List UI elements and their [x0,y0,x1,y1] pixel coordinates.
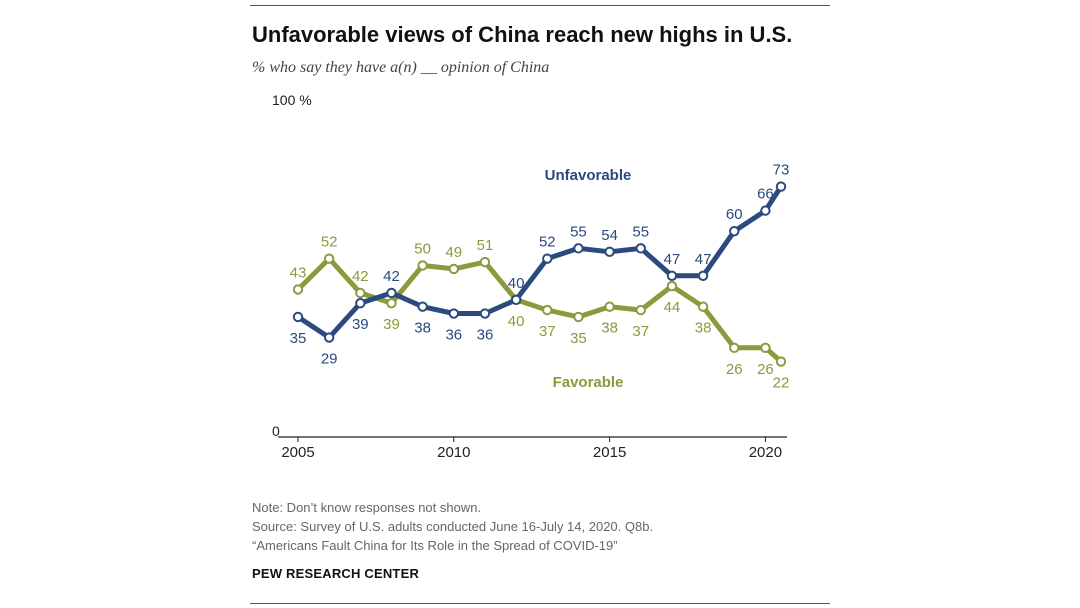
data-label-favorable: 40 [508,313,525,330]
data-point-favorable [448,263,460,275]
data-point-unfavorable [386,287,397,299]
data-label-unfavorable: 36 [445,327,462,344]
x-tick-label: 2010 [437,444,470,461]
data-point-unfavorable [729,226,740,237]
bottom-rule [250,603,830,604]
data-label-favorable: 51 [477,237,494,254]
data-label-unfavorable: 73 [773,162,790,179]
chart-title: Unfavorable views of China reach new hig… [252,22,793,47]
chart-subtitle: % who say they have a(n) __ opinion of C… [252,59,550,76]
data-point-favorable [729,342,740,354]
data-point-favorable [323,253,335,264]
data-label-favorable: 38 [601,320,618,337]
source-text: Source: Survey of U.S. adults conducted … [252,519,654,534]
data-label-unfavorable: 55 [632,223,649,240]
data-point-unfavorable [479,308,491,319]
top-rule [250,5,830,6]
data-label-unfavorable: 35 [290,330,307,347]
data-point-unfavorable [635,243,646,254]
data-label-favorable: 42 [352,268,369,285]
legend-label-favorable: Favorable [553,374,624,391]
data-point-favorable [417,260,428,271]
x-tick-label: 2020 [749,444,782,461]
data-label-unfavorable: 52 [539,234,556,251]
data-label-unfavorable: 36 [477,327,494,344]
report-title: “Americans Fault China for Its Role in t… [252,538,618,553]
x-tick-label: 2015 [593,444,626,461]
data-point-favorable [635,304,646,316]
data-point-favorable [386,298,397,309]
data-point-unfavorable [542,253,553,264]
data-label-unfavorable: 54 [601,227,618,244]
data-point-unfavorable [355,298,366,309]
data-label-favorable: 50 [414,241,431,258]
data-label-favorable: 44 [664,299,681,316]
data-point-unfavorable [573,243,584,254]
series-line-favorable [295,256,784,364]
data-label-favorable: 22 [773,375,790,392]
note-text: Note: Don’t know responses not shown. [252,500,482,515]
data-label-unfavorable: 60 [726,206,743,223]
data-point-unfavorable [448,308,460,319]
data-label-unfavorable: 55 [570,223,587,240]
data-label-favorable: 38 [695,320,712,337]
data-label-unfavorable: 38 [414,320,431,337]
data-label-favorable: 49 [445,244,462,261]
data-label-unfavorable: 66 [757,186,774,203]
data-point-favorable [479,256,491,268]
data-point-unfavorable [604,246,615,257]
data-label-favorable: 52 [321,234,338,251]
data-label-favorable: 26 [757,361,774,378]
data-label-favorable: 37 [539,323,556,340]
data-label-unfavorable: 42 [383,268,400,285]
data-label-favorable: 26 [726,361,743,378]
data-point-unfavorable [323,332,335,343]
data-label-unfavorable: 40 [508,275,525,292]
legend-label-unfavorable: Unfavorable [545,167,632,184]
data-point-unfavorable [417,301,428,312]
data-label-favorable: 39 [383,316,400,333]
x-tick-label: 2005 [281,444,314,461]
data-label-unfavorable: 39 [352,316,369,333]
data-point-favorable [604,301,615,312]
data-point-unfavorable [510,294,522,305]
data-label-unfavorable: 47 [664,251,681,268]
y-tick-label: 100 % [272,92,312,108]
data-point-unfavorable [292,311,304,323]
data-point-favorable [666,280,678,292]
data-point-unfavorable [697,270,709,281]
data-point-favorable [292,284,304,295]
data-point-unfavorable [666,270,678,281]
data-point-favorable [697,301,709,312]
data-point-favorable [775,356,787,367]
data-point-unfavorable [775,181,787,192]
data-point-unfavorable [760,205,771,216]
data-point-favorable [760,342,771,354]
data-label-unfavorable: 47 [695,251,712,268]
y-tick-label: 0 [272,423,280,439]
data-point-favorable [355,287,366,299]
data-label-favorable: 35 [570,330,587,347]
brand-name: PEW RESEARCH CENTER [252,566,420,581]
data-point-favorable [542,304,553,316]
data-label-favorable: 43 [290,265,307,282]
data-label-unfavorable: 29 [321,351,338,368]
data-point-favorable [573,311,584,323]
data-label-favorable: 37 [632,323,649,340]
